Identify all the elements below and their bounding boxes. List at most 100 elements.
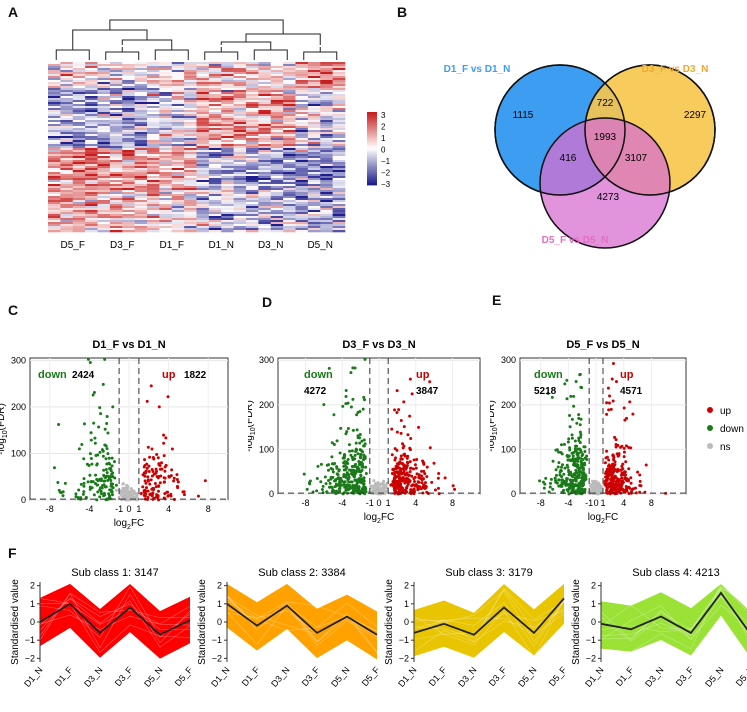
volcano-point-up xyxy=(150,474,154,478)
heatmap-cell xyxy=(246,122,259,125)
heatmap-cell xyxy=(48,176,61,179)
heatmap-cell xyxy=(246,62,259,65)
heatmap-cell xyxy=(258,136,272,139)
heatmap-cell xyxy=(60,102,74,105)
heatmap-cell xyxy=(147,80,160,83)
heatmap-cell xyxy=(122,138,135,141)
heatmap-cell xyxy=(270,68,284,71)
volcano-point-down xyxy=(77,447,81,451)
heatmap-cell xyxy=(184,186,197,189)
volcano-point-up xyxy=(158,467,162,471)
volcano-point-up xyxy=(401,446,405,450)
heatmap-cell xyxy=(171,128,185,131)
volcano-point-up xyxy=(622,406,626,410)
subclass-ytick: −2 xyxy=(25,653,35,663)
heatmap-cell xyxy=(283,146,296,149)
heatmap-cell xyxy=(85,72,98,75)
volcano-point-down xyxy=(345,471,349,475)
heatmap-cell xyxy=(320,94,333,97)
volcano-point-down xyxy=(578,423,582,427)
heatmap-cell xyxy=(109,182,123,185)
heatmap-cell xyxy=(97,86,111,89)
heatmap-cell xyxy=(283,178,296,181)
subclass-ytick: −1 xyxy=(212,635,222,645)
heatmap-cell xyxy=(184,132,197,135)
heatmap-cell xyxy=(60,200,74,203)
volcano-point-down xyxy=(559,450,563,454)
volcano-point-down xyxy=(323,475,327,479)
heatmap-cell xyxy=(295,130,309,133)
heatmap-cell xyxy=(159,170,173,173)
volcano-point-up xyxy=(393,470,397,474)
volcano-point-down xyxy=(342,452,346,456)
heatmap-cell xyxy=(246,136,259,139)
heatmap-cell xyxy=(295,150,309,153)
heatmap-cell xyxy=(196,222,210,225)
heatmap-cell xyxy=(320,92,333,95)
heatmap-cell xyxy=(147,210,160,213)
volcano-point-up xyxy=(162,454,166,458)
heatmap-cell xyxy=(171,126,185,129)
heatmap-cell xyxy=(85,208,98,211)
heatmap-cell xyxy=(60,174,74,177)
heatmap-cell xyxy=(270,92,284,95)
volcano-point-down xyxy=(572,404,576,408)
heatmap-cell xyxy=(332,188,346,191)
heatmap-cell xyxy=(332,108,346,111)
volcano-point-down xyxy=(103,357,107,361)
heatmap-cell xyxy=(258,130,272,133)
heatmap-cell xyxy=(159,202,173,205)
heatmap-cell xyxy=(85,142,98,145)
volcano-point-up xyxy=(175,478,179,482)
heatmap-cell xyxy=(246,162,259,165)
heatmap-cell xyxy=(134,128,148,131)
heatmap-cell xyxy=(72,76,86,79)
heatmap-cell xyxy=(85,202,98,205)
heatmap-cell xyxy=(208,182,222,185)
heatmap-cell xyxy=(134,186,148,189)
volcano-point-up xyxy=(644,463,648,467)
heatmap-cell xyxy=(221,134,234,137)
heatmap-cell xyxy=(320,188,333,191)
heatmap-cell xyxy=(233,86,247,89)
heatmap-cell xyxy=(258,154,272,157)
heatmap-cell xyxy=(332,178,346,181)
heatmap-cell xyxy=(283,88,296,91)
heatmap-cell xyxy=(320,70,333,73)
heatmap-cell xyxy=(171,68,185,71)
heatmap-cell xyxy=(320,174,333,177)
volcano-point-up xyxy=(621,467,625,471)
heatmap-cell xyxy=(295,90,309,93)
heatmap-cell xyxy=(60,104,74,107)
heatmap-cell xyxy=(221,192,234,195)
heatmap-cell xyxy=(221,148,234,151)
heatmap-cell xyxy=(233,214,247,217)
heatmap-cell xyxy=(270,62,284,65)
heatmap-cell xyxy=(270,194,284,197)
heatmap-cell xyxy=(147,170,160,173)
heatmap-cell xyxy=(320,162,333,165)
volcano-point-up xyxy=(610,377,614,381)
heatmap-cell xyxy=(85,210,98,213)
heatmap-cell xyxy=(109,218,123,221)
volcano-point-up xyxy=(622,450,626,454)
heatmap-cell xyxy=(171,78,185,81)
heatmap-cell xyxy=(184,202,197,205)
heatmap-cell xyxy=(60,196,74,199)
heatmap-cell xyxy=(134,152,148,155)
volcano-point-down xyxy=(81,492,85,496)
volcano-point-down xyxy=(328,481,332,485)
heatmap-cell xyxy=(283,142,296,145)
heatmap-cell xyxy=(295,160,309,163)
heatmap-cell xyxy=(307,90,321,93)
heatmap-cell xyxy=(320,192,333,195)
volcano-point-down xyxy=(568,482,572,486)
heatmap-cell xyxy=(159,208,173,211)
heatmap-cell xyxy=(208,222,222,225)
heatmap-cell xyxy=(72,204,86,207)
heatmap-cell xyxy=(283,130,296,133)
heatmap-cell xyxy=(246,82,259,85)
heatmap-cell xyxy=(320,200,333,203)
heatmap-cell xyxy=(307,96,321,99)
volcano-point-ns xyxy=(117,495,121,499)
